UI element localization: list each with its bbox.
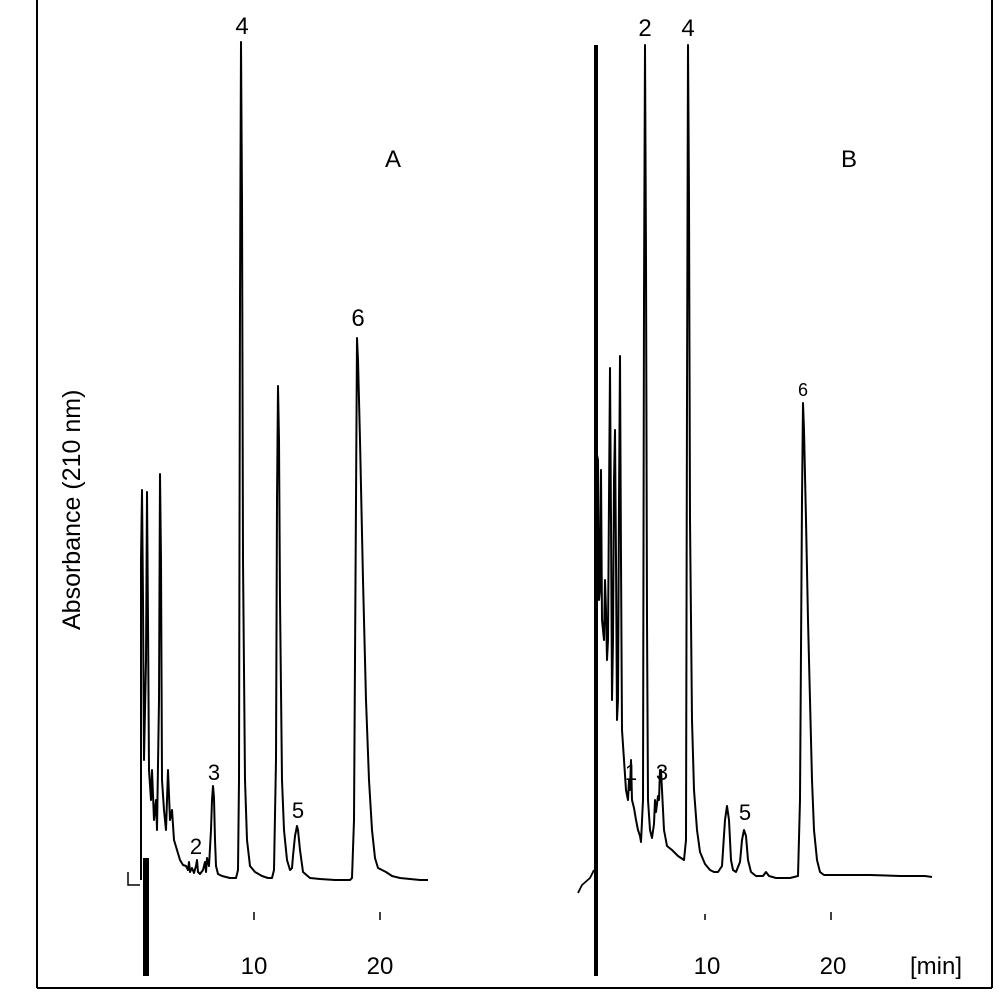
panel-a-peak-label-2: 2 (190, 834, 202, 859)
panel-b: B 10 20 [min] 1 2 3 4 5 6 (577, 15, 962, 980)
panel-a-peak-label-5: 5 (292, 798, 304, 823)
panel-a-trace (140, 41, 428, 881)
y-axis-label: Absorbance (210 nm) (58, 390, 86, 630)
panel-b-peak-label-1: 1 (625, 760, 637, 785)
panel-b-trace (596, 44, 933, 880)
panel-b-peak-label-5: 5 (739, 800, 751, 825)
panel-b-peak-label-4: 4 (681, 15, 694, 42)
panel-a-solvent-front (143, 858, 149, 976)
panel-a-title: A (385, 146, 401, 173)
panel-a-injection-marker (127, 872, 140, 886)
panel-b-peak-label-3: 3 (656, 760, 668, 785)
panel-a: A 10 20 2 3 4 5 6 (127, 13, 428, 980)
panel-b-peak-label-6: 6 (798, 380, 808, 400)
panel-b-title: B (841, 146, 857, 173)
x-axis-unit-label: [min] (910, 953, 962, 980)
panel-b-injection-marker (577, 869, 595, 894)
panel-a-peak-label-4: 4 (235, 13, 248, 40)
panel-a-peak-label-6: 6 (351, 305, 364, 332)
panel-b-tick-label-10: 10 (694, 953, 721, 980)
panel-b-tick-label-20: 20 (820, 953, 847, 980)
figure-frame (36, 0, 993, 989)
panel-a-tick-label-20: 20 (367, 953, 394, 980)
panel-a-peak-label-3: 3 (208, 760, 220, 785)
panel-b-peak-label-2: 2 (638, 15, 651, 42)
panel-a-tick-label-10: 10 (241, 953, 268, 980)
